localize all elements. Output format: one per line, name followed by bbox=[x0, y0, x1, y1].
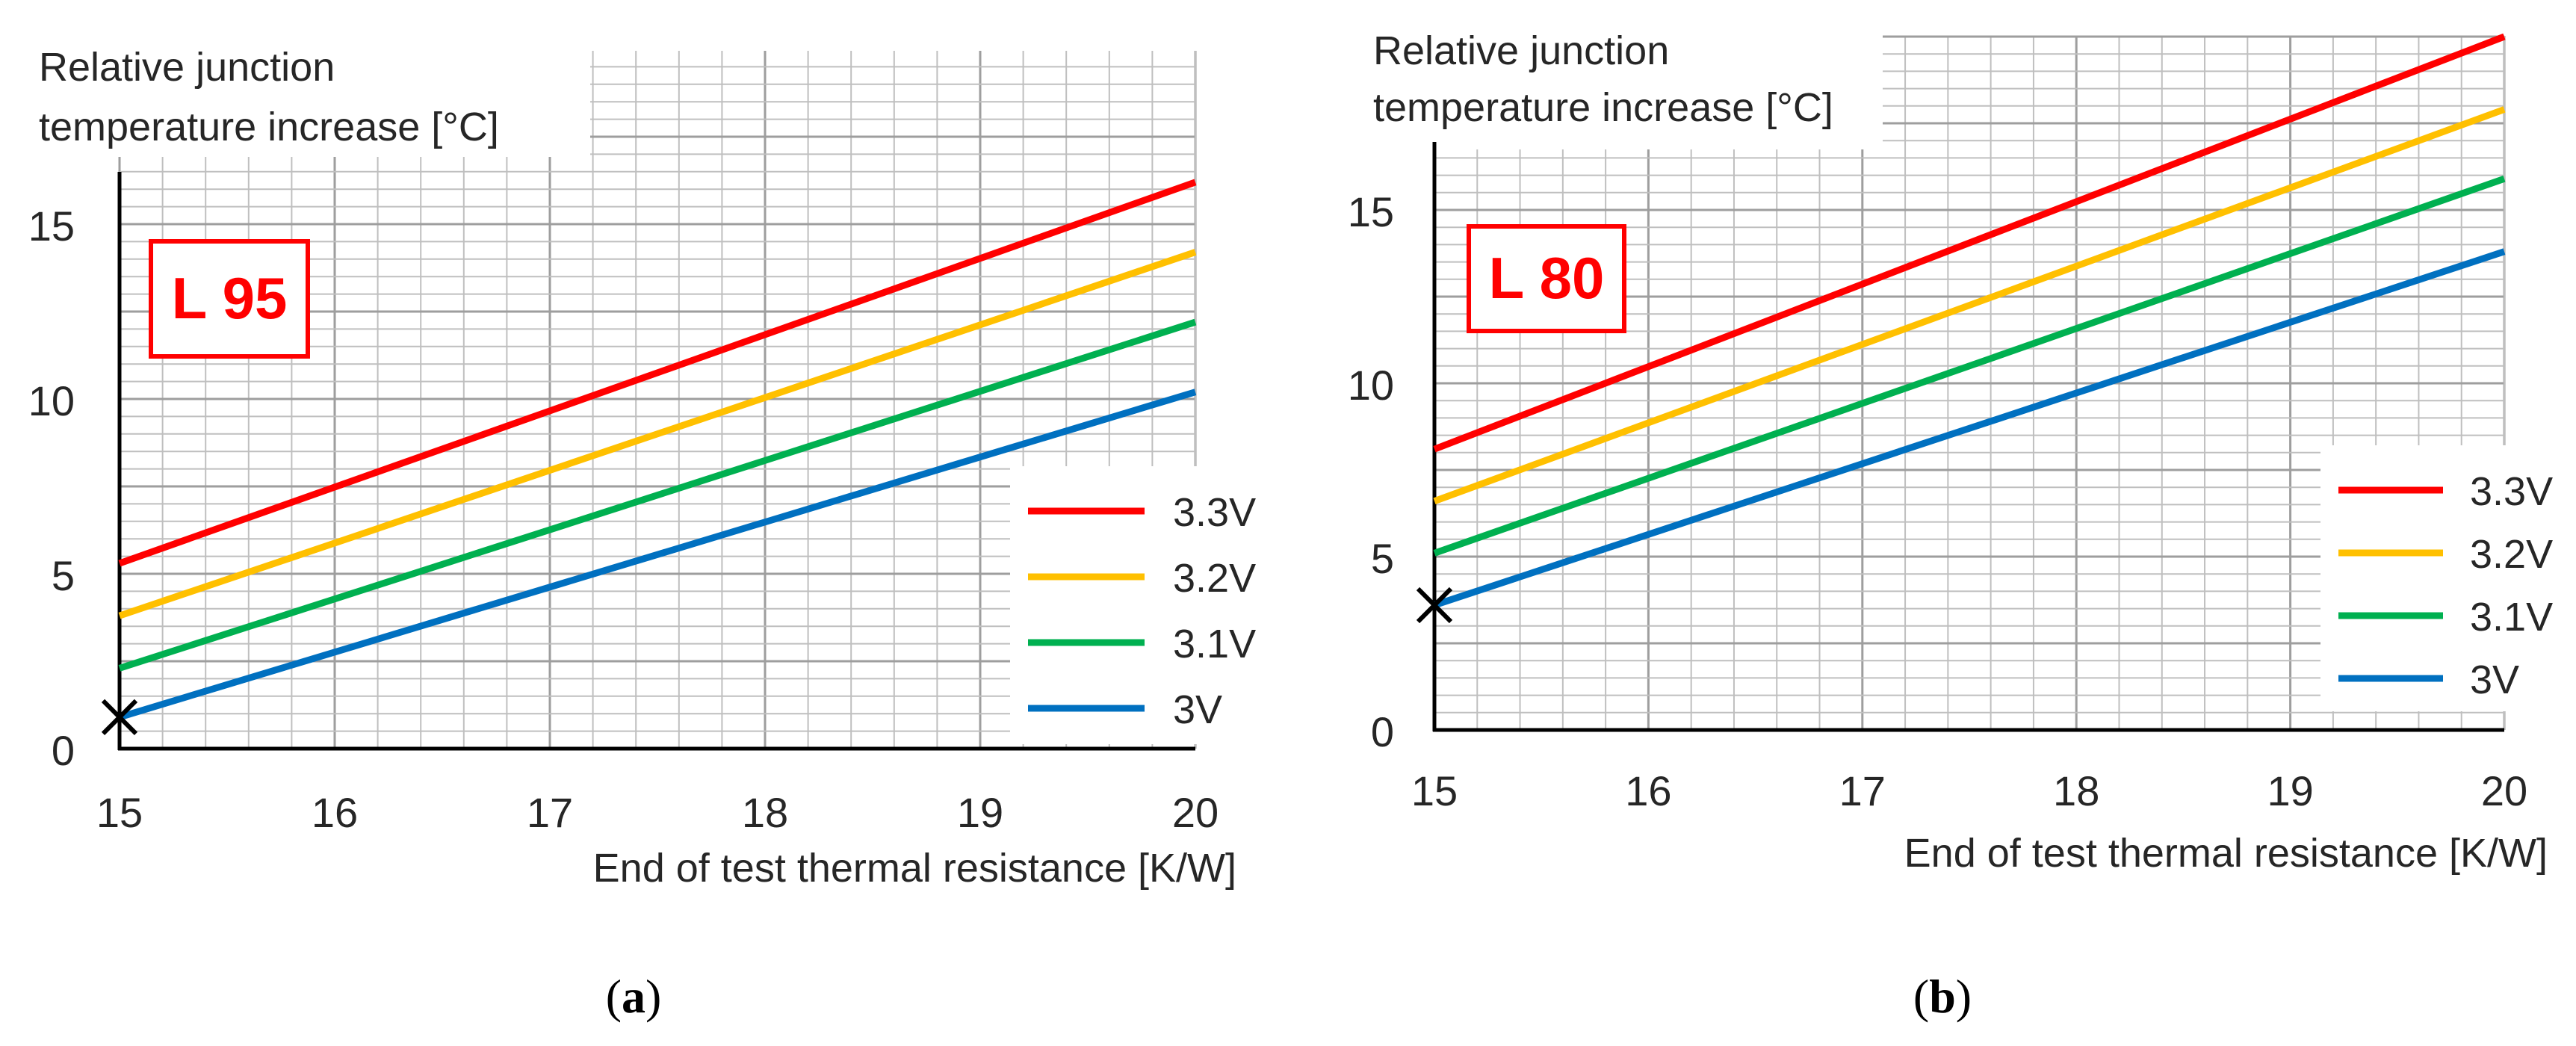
y-tick-label: 5 bbox=[52, 552, 75, 599]
y-tick-label: 15 bbox=[28, 202, 75, 250]
marker-stroke-2 bbox=[1416, 587, 1453, 624]
x-tick-label: 15 bbox=[96, 789, 143, 836]
caption-letter: b bbox=[1929, 970, 1956, 1023]
series-line-3V bbox=[118, 389, 1197, 721]
legend: 3.3V 3.2V 3.1V 3V bbox=[1010, 466, 1285, 744]
panel-badge-box bbox=[1467, 224, 1626, 333]
y-tick-label: 10 bbox=[1348, 362, 1394, 409]
y-tick-label: 0 bbox=[52, 727, 75, 774]
legend: 3.3V 3.2V 3.1V 3V bbox=[2320, 445, 2576, 711]
y-axis-title-line-2: temperature increase [°C] bbox=[39, 105, 499, 149]
start-marker bbox=[1416, 587, 1453, 624]
series-line-3-2V bbox=[1433, 106, 2506, 504]
y-tick-label: 10 bbox=[28, 377, 75, 424]
caption-open-paren: ( bbox=[606, 970, 622, 1023]
series-line-3-2V bbox=[118, 249, 1197, 619]
start-marker bbox=[101, 699, 138, 736]
marker-stroke-2 bbox=[101, 699, 138, 736]
x-tick-label: 20 bbox=[2481, 767, 2527, 814]
panel-badge-label: L 80 bbox=[1489, 245, 1605, 311]
legend-label: 3V bbox=[1173, 687, 1222, 732]
x-tick-label: 17 bbox=[527, 789, 573, 836]
x-tick-label: 18 bbox=[2053, 767, 2099, 814]
legend-label: 3.1V bbox=[1173, 622, 1256, 666]
panel-caption: (a) bbox=[606, 970, 662, 1023]
x-tick-label: 19 bbox=[957, 789, 1003, 836]
panel-badge-box bbox=[149, 239, 310, 359]
series-line-3-3V bbox=[1433, 33, 2506, 453]
x-axis-title: End of test thermal resistance [K/W] bbox=[1904, 831, 2548, 876]
series-line-3V bbox=[1433, 248, 2506, 609]
y-tick-label: 0 bbox=[1371, 708, 1394, 755]
panel-badge-label: L 95 bbox=[172, 265, 288, 331]
x-tick-label: 18 bbox=[742, 789, 788, 836]
chart-panel-b: 0 5 10 15 15 16 17 18 19 20 Relative junction tempe… bbox=[1315, 0, 2576, 1023]
y-axis-title-line-1: Relative junction bbox=[1373, 28, 1669, 73]
caption-open-paren: ( bbox=[1913, 970, 1929, 1023]
y-tick-label: 5 bbox=[1371, 535, 1394, 582]
x-tick-label: 17 bbox=[1839, 767, 1886, 814]
ylabel-background bbox=[1315, 0, 1883, 149]
y-axis-title-line-1: Relative junction bbox=[39, 45, 335, 90]
x-tick-label: 19 bbox=[2267, 767, 2313, 814]
series-line-3-3V bbox=[118, 179, 1197, 567]
caption-close-paren: ) bbox=[1956, 970, 1972, 1023]
chart-panel-a: 0 5 10 15 15 16 17 18 19 20 Relative junction tempe… bbox=[0, 0, 1285, 1023]
x-tick-label: 16 bbox=[312, 789, 358, 836]
legend-label: 3.2V bbox=[1173, 556, 1256, 601]
x-axis-title: End of test thermal resistance [K/W] bbox=[593, 846, 1236, 891]
series-line-3-1V bbox=[118, 318, 1197, 672]
legend-label: 3.2V bbox=[2470, 532, 2553, 577]
x-tick-label: 15 bbox=[1411, 767, 1458, 814]
legend-label: 3.3V bbox=[2470, 469, 2553, 514]
x-tick-label: 20 bbox=[1172, 789, 1219, 836]
legend-label: 3.1V bbox=[2470, 595, 2553, 640]
legend-label: 3.3V bbox=[1173, 490, 1256, 535]
series-line-3-1V bbox=[1433, 175, 2506, 557]
y-axis-title-line-2: temperature increase [°C] bbox=[1373, 85, 1833, 130]
x-tick-label: 16 bbox=[1625, 767, 1671, 814]
panel-caption: (b) bbox=[1913, 970, 1972, 1023]
caption-close-paren: ) bbox=[645, 970, 661, 1023]
caption-letter: a bbox=[622, 970, 645, 1023]
ylabel-background bbox=[0, 0, 590, 157]
y-tick-label: 15 bbox=[1348, 188, 1394, 235]
legend-label: 3V bbox=[2470, 657, 2519, 702]
